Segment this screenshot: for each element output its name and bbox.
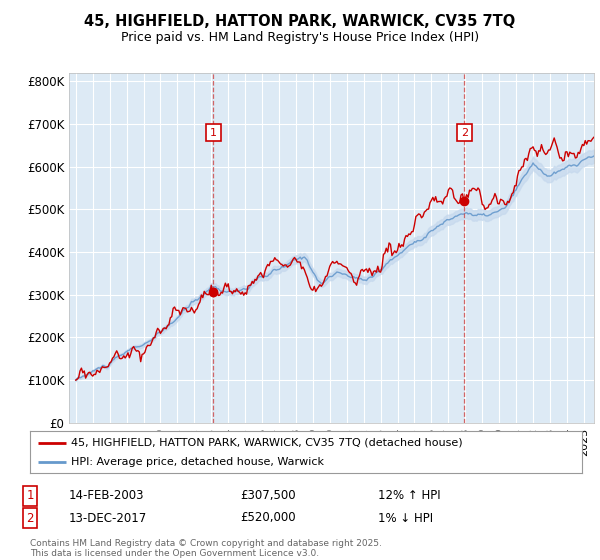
Text: 12% ↑ HPI: 12% ↑ HPI [378,489,440,502]
Text: 45, HIGHFIELD, HATTON PARK, WARWICK, CV35 7TQ: 45, HIGHFIELD, HATTON PARK, WARWICK, CV3… [85,14,515,29]
Text: 13-DEC-2017: 13-DEC-2017 [69,511,147,525]
Text: Contains HM Land Registry data © Crown copyright and database right 2025.
This d: Contains HM Land Registry data © Crown c… [30,539,382,558]
Text: 1: 1 [26,489,34,502]
Text: Price paid vs. HM Land Registry's House Price Index (HPI): Price paid vs. HM Land Registry's House … [121,31,479,44]
Text: £520,000: £520,000 [240,511,296,525]
Text: 1% ↓ HPI: 1% ↓ HPI [378,511,433,525]
Text: 1: 1 [210,128,217,138]
Text: £307,500: £307,500 [240,489,296,502]
Text: 45, HIGHFIELD, HATTON PARK, WARWICK, CV35 7TQ (detached house): 45, HIGHFIELD, HATTON PARK, WARWICK, CV3… [71,437,463,447]
Text: 14-FEB-2003: 14-FEB-2003 [69,489,145,502]
Text: 2: 2 [461,128,468,138]
Text: HPI: Average price, detached house, Warwick: HPI: Average price, detached house, Warw… [71,457,325,467]
Text: 2: 2 [26,511,34,525]
